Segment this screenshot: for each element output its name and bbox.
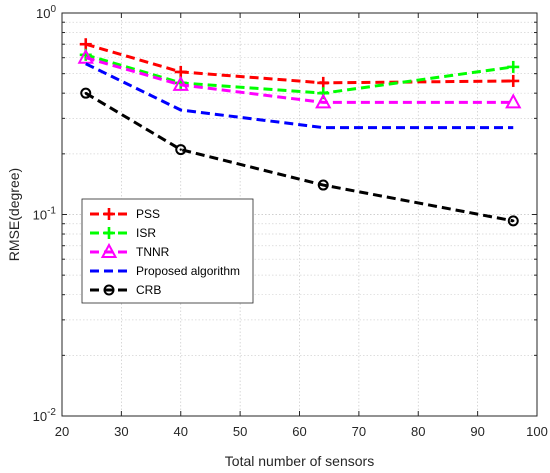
x-tick-label: 100 bbox=[526, 424, 548, 439]
legend-marker-crb-ring bbox=[103, 284, 115, 296]
legend-label-proposed-algorithm: Proposed algorithm bbox=[136, 264, 240, 278]
x-tick-labels: 20 30 40 50 60 70 80 90 100 bbox=[55, 424, 548, 439]
series-line-isr bbox=[85, 53, 514, 95]
legend-item-tnnr: TNNR bbox=[90, 242, 170, 259]
x-tick-label: 20 bbox=[55, 424, 69, 439]
marker-crb bbox=[80, 87, 92, 99]
x-tick-label: 60 bbox=[292, 424, 306, 439]
legend-item-isr: ISR bbox=[90, 226, 156, 240]
marker-tnnr bbox=[315, 93, 332, 109]
ticks bbox=[61, 13, 538, 417]
marker-pss bbox=[507, 74, 520, 87]
x-tick-label: 40 bbox=[174, 424, 188, 439]
series-proposed-algorithm bbox=[85, 62, 514, 130]
legend-marker-isr bbox=[103, 227, 115, 239]
series-line-crb bbox=[84, 91, 514, 223]
y-tick-labels: 10-2 10-1 100 bbox=[33, 4, 57, 424]
y-tick-label: 100 bbox=[36, 4, 56, 21]
legend-label-isr: ISR bbox=[136, 226, 156, 240]
series-crb bbox=[80, 87, 519, 227]
marker-tnnr bbox=[172, 75, 189, 91]
x-tick-label: 80 bbox=[411, 424, 425, 439]
series-line-pss bbox=[85, 42, 514, 85]
marker-crb-dot bbox=[322, 183, 325, 187]
x-tick-label: 70 bbox=[352, 424, 366, 439]
legend-item-pss: PSS bbox=[90, 207, 160, 221]
x-tick-label: 50 bbox=[233, 424, 247, 439]
marker-crb-ring bbox=[317, 179, 329, 191]
y-axis-label: RMSE(degree) bbox=[6, 168, 22, 261]
legend-label-tnnr: TNNR bbox=[136, 245, 170, 259]
legend-item-proposed-algorithm: Proposed algorithm bbox=[90, 264, 240, 278]
marker-tnnr bbox=[505, 93, 522, 109]
series-group bbox=[77, 38, 522, 227]
marker-crb bbox=[317, 179, 329, 191]
marker-crb-dot bbox=[84, 91, 87, 95]
x-tick-label: 90 bbox=[470, 424, 484, 439]
y-tick-label: 10-2 bbox=[33, 407, 57, 424]
legend-label-crb: CRB bbox=[136, 283, 161, 297]
x-tick-label: 30 bbox=[114, 424, 128, 439]
legend-marker-crb bbox=[103, 284, 115, 296]
marker-crb bbox=[507, 215, 519, 227]
marker-pss bbox=[317, 76, 330, 89]
series-line-tnnr bbox=[85, 56, 514, 104]
marker-crb-dot bbox=[512, 219, 515, 223]
series-line-proposed-algorithm bbox=[85, 62, 514, 130]
marker-crb-ring bbox=[175, 144, 187, 156]
legend: PSS ISR TNNR Proposed algorithm CRB bbox=[81, 198, 254, 304]
marker-crb-ring bbox=[80, 87, 92, 99]
legend-marker-pss bbox=[103, 208, 115, 220]
marker-crb bbox=[175, 144, 187, 156]
marker-crb-dot bbox=[179, 148, 182, 151]
marker-isr bbox=[507, 60, 520, 73]
legend-item-crb: CRB bbox=[90, 283, 161, 297]
legend-label-pss: PSS bbox=[136, 207, 160, 221]
y-tick-label: 10-1 bbox=[33, 206, 57, 223]
legend-marker-crb-dot bbox=[107, 288, 111, 292]
marker-crb-ring bbox=[507, 215, 519, 227]
series-pss bbox=[79, 38, 520, 89]
legend-marker-tnnr bbox=[100, 242, 118, 258]
x-axis-label: Total number of sensors bbox=[225, 453, 374, 469]
marker-tnnr bbox=[77, 48, 94, 64]
marker-pss bbox=[79, 38, 92, 51]
series-tnnr bbox=[77, 48, 522, 109]
